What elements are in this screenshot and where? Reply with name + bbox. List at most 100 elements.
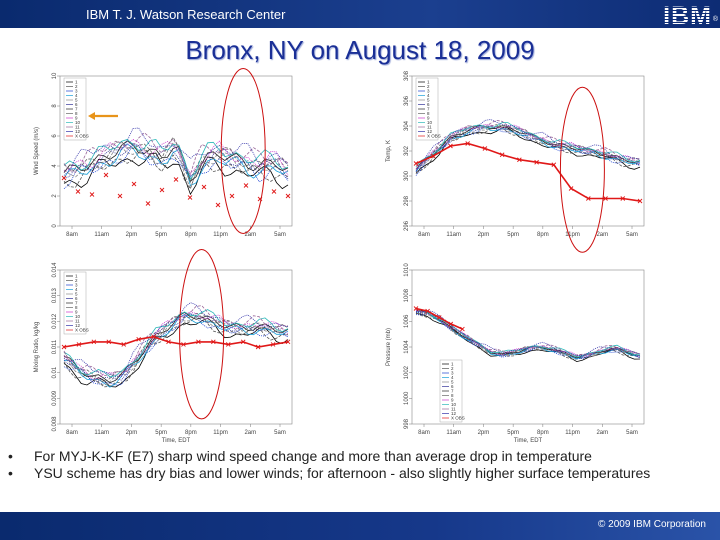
- y-tick-label: 300: [404, 170, 410, 181]
- obs-marker-stroke: [620, 196, 626, 201]
- obs-marker-stroke: [285, 193, 291, 199]
- obs-data-point: [499, 152, 505, 158]
- model-series-line: [415, 126, 641, 172]
- obs-marker-stroke: [211, 339, 216, 345]
- obs-data-point: [211, 339, 216, 345]
- bullet-text: For MYJ-K-KF (E7) sharp wind speed chang…: [34, 448, 592, 464]
- obs-data-point: [568, 186, 574, 191]
- obs-data-point: [173, 177, 179, 182]
- obs-data-point: [117, 193, 123, 199]
- bullet-item: • YSU scheme has dry bias and lower wind…: [6, 465, 706, 482]
- x-tick-label: 5pm: [507, 430, 519, 436]
- obs-data-point: [61, 344, 67, 350]
- obs-marker-stroke: [637, 198, 643, 204]
- obs-data-point: [103, 172, 109, 178]
- obs-marker-stroke: [568, 186, 574, 191]
- model-series-line: [415, 123, 641, 170]
- x-tick-label: 2pm: [478, 430, 490, 436]
- x-tick-label: 2am: [244, 430, 256, 436]
- x-tick-label: 5am: [626, 430, 638, 436]
- y-tick-label: 10: [52, 72, 58, 79]
- legend-label: 12: [75, 323, 81, 328]
- legend-box: [439, 359, 463, 423]
- legend-box: [63, 77, 87, 141]
- legend-label: 9: [451, 398, 454, 403]
- obs-data-point: [225, 342, 231, 347]
- x-tick-label: 8pm: [185, 430, 197, 436]
- obs-marker-stroke: [91, 339, 97, 345]
- x-tick-label: 11pm: [565, 430, 580, 436]
- obs-data-point: [413, 306, 419, 311]
- obs-data-point: [91, 339, 97, 345]
- x-tick-label: 8am: [418, 232, 430, 238]
- model-series-line: [415, 122, 641, 167]
- pressure-plot: 998 1000 1002 1004 1006 1008 1010 8am 11am 2pm 5pm…: [386, 263, 645, 444]
- obs-marker-stroke: [89, 192, 95, 197]
- y-axis-label: Wind Speed (m/s): [34, 127, 40, 175]
- legend-label: 3: [451, 371, 454, 376]
- x-tick-label: 2pm: [478, 232, 490, 238]
- x-tick-label: 8pm: [537, 430, 549, 436]
- header-bar: IBM T. J. Watson Research Center IBM ®: [0, 0, 720, 30]
- obs-data-point: [159, 187, 165, 193]
- legend-label: 8: [75, 305, 78, 310]
- obs-marker-stroke: [413, 306, 419, 311]
- y-tick-label: 0.011: [52, 339, 58, 354]
- legend-label: 9: [75, 310, 78, 315]
- legend-label: 11: [75, 319, 80, 324]
- legend-label: 12: [451, 411, 457, 416]
- y-tick-label: 0.009: [52, 390, 58, 406]
- legend-label: 10: [75, 314, 81, 319]
- legend-label: 2: [427, 84, 430, 89]
- x-tick-label: 5am: [626, 232, 638, 238]
- model-series-line: [63, 311, 289, 380]
- legend-label: 1: [75, 80, 78, 85]
- obs-data-point: [61, 175, 67, 181]
- legend-label: 10: [451, 402, 457, 407]
- x-tick-label: 11am: [94, 430, 109, 436]
- obs-marker-stroke: [271, 189, 277, 194]
- y-tick-label: 1010: [404, 263, 410, 277]
- model-series-line: [415, 310, 641, 358]
- obs-marker-stroke: [430, 153, 436, 159]
- obs-data-point: [285, 339, 291, 345]
- y-tick-label: 298: [404, 195, 410, 206]
- legend-label: 6: [75, 102, 78, 107]
- obs-marker-stroke: [270, 342, 276, 347]
- y-tick-label: 1006: [404, 314, 410, 328]
- legend-label: 8: [427, 111, 430, 116]
- x-tick-label: 2pm: [126, 430, 138, 436]
- obs-marker-stroke: [551, 162, 557, 168]
- legend-label: 4: [427, 93, 430, 98]
- obs-marker-stroke: [285, 339, 291, 345]
- obs-data-point: [131, 181, 137, 187]
- model-series-line: [63, 143, 289, 187]
- x-tick-label: 5pm: [507, 232, 519, 238]
- obs-marker-stroke: [187, 195, 193, 200]
- obs-marker-stroke: [121, 342, 127, 347]
- obs-marker-stroke: [413, 161, 419, 166]
- plot-frame: [59, 75, 293, 227]
- obs-marker-stroke: [103, 172, 109, 178]
- x-tick-label: 11pm: [213, 232, 228, 238]
- legend-label: X OBS: [451, 416, 465, 421]
- obs-data-point: [285, 193, 291, 199]
- obs-marker-stroke: [603, 196, 608, 201]
- x-axis-label: Time, EDT: [162, 438, 191, 444]
- x-tick-label: 2pm: [126, 232, 138, 238]
- obs-marker-stroke: [166, 339, 171, 345]
- chart-wind-speed: 0 2 4 6 8 10 8am 11am 2pm 5pm 8pm 11pm 2am 5am Wind Sp…: [30, 68, 340, 243]
- obs-data-point: [534, 159, 539, 165]
- x-tick-label: 11am: [94, 232, 109, 238]
- obs-data-point: [166, 339, 171, 345]
- legend-label: 7: [75, 301, 78, 306]
- ibm-logo: IBM: [663, 2, 712, 30]
- obs-data-point: [448, 143, 453, 149]
- footer-bar: © 2009 IBM Corporation: [0, 512, 720, 540]
- y-tick-label: 306: [404, 95, 410, 106]
- highlight-ellipse: [559, 86, 605, 253]
- y-tick-label: 0.013: [52, 287, 58, 303]
- model-series-line: [63, 138, 289, 180]
- bullet-dot: •: [8, 465, 13, 481]
- obs-data-point: [637, 198, 643, 204]
